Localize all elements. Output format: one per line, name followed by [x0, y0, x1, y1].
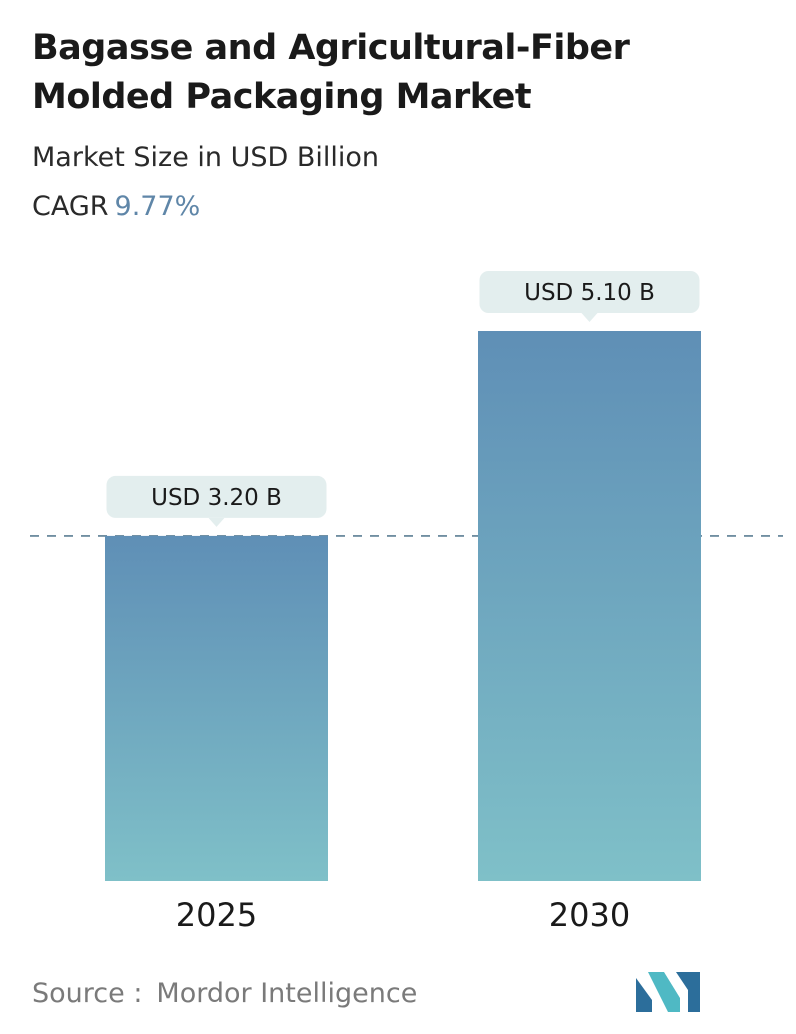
logo-shape-left	[636, 978, 652, 1012]
callout-pointer	[581, 313, 598, 322]
callout-box	[106, 475, 327, 518]
cagr-label: CAGR	[32, 191, 109, 222]
callout-box	[479, 271, 700, 313]
mordor-intelligence-logo-icon	[636, 972, 700, 1012]
logo-shape-right	[676, 972, 700, 1012]
data-label: USD 3.20 B	[151, 485, 282, 511]
cagr-line: CAGR 9.77%	[32, 189, 200, 225]
source-line: Source : Mordor Intelligence	[32, 976, 417, 1012]
cagr-value: 9.77%	[114, 191, 201, 222]
category-label: 2030	[549, 896, 630, 934]
callout-pointer	[208, 517, 225, 527]
chart-title: Bagasse and Agricultural-Fiber Molded Pa…	[32, 28, 630, 117]
chart-subtitle: Market Size in USD Billion	[32, 142, 380, 173]
category-label: 2025	[176, 896, 257, 934]
source-name: Mordor Intelligence	[156, 978, 418, 1009]
source-label: Source :	[32, 978, 143, 1009]
logo-shape-mid	[648, 972, 680, 1012]
data-label-callout-2025: USD 3.20 B	[106, 475, 327, 527]
bar-chart: USD 3.20 B 2025 USD 5.10 B 2030	[30, 271, 783, 934]
bar-2030	[478, 331, 701, 881]
bar-2025	[105, 535, 328, 881]
data-label: USD 5.10 B	[524, 280, 655, 306]
data-label-callout-2030: USD 5.10 B	[479, 271, 700, 322]
